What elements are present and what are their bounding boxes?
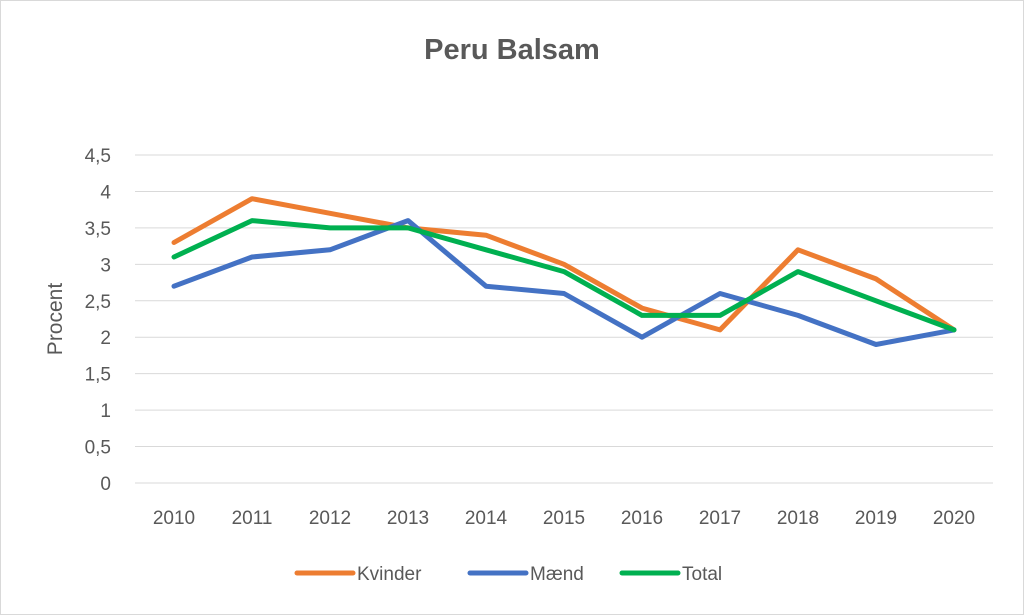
y-tick-label: 1 — [100, 401, 111, 422]
y-tick-label: 1,5 — [85, 365, 111, 386]
y-axis-title: Procent — [44, 283, 67, 356]
x-tick-label: 2018 — [777, 508, 819, 529]
gridlines — [135, 154, 993, 484]
y-tick-label: 0,5 — [85, 438, 111, 459]
y-tick-label: 3 — [100, 255, 111, 276]
legend: Kvinder Mænd Total — [294, 564, 722, 585]
series-line-kvinder — [171, 196, 957, 333]
x-tick-label: 2016 — [621, 508, 663, 529]
x-tick-label: 2012 — [309, 508, 351, 529]
y-tick-label: 3,5 — [85, 219, 111, 240]
x-tick-label: 2020 — [933, 508, 975, 529]
y-tick-label: 4,5 — [85, 146, 111, 167]
y-tick-label: 4 — [100, 182, 111, 203]
series-line-total — [171, 218, 957, 333]
y-tick-labels: 0 0,5 1 1,5 2 2,5 3 3,5 4 4,5 — [85, 146, 112, 495]
x-tick-labels: 2010 2011 2012 2013 2014 2015 2016 2017 2018 2019… — [153, 508, 975, 529]
x-tick-label: 2013 — [387, 508, 429, 529]
x-tick-label: 2017 — [699, 508, 741, 529]
x-tick-label: 2010 — [153, 508, 195, 529]
x-tick-label: 2015 — [543, 508, 585, 529]
y-tick-label: 2,5 — [85, 292, 111, 313]
legend-label: Total — [682, 564, 722, 585]
chart-title: Peru Balsam — [424, 34, 600, 66]
y-tick-label: 2 — [100, 328, 111, 349]
series-line-mænd — [171, 218, 957, 347]
legend-label: Mænd — [530, 564, 584, 585]
series-lines — [171, 196, 957, 347]
legend-label: Kvinder — [357, 564, 422, 585]
x-tick-label: 2014 — [465, 508, 508, 529]
x-tick-label: 2019 — [855, 508, 897, 529]
x-tick-label: 2011 — [232, 508, 273, 529]
y-tick-label: 0 — [100, 474, 111, 495]
